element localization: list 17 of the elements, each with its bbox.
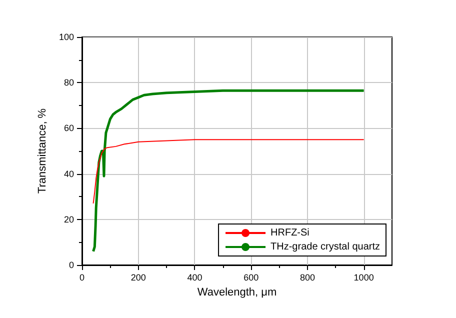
y-tick-label: 0 <box>68 260 74 270</box>
x-axis-title: Wavelength, μm <box>197 286 277 298</box>
x-tick-label: 0 <box>79 272 85 282</box>
x-tick-label: 1000 <box>354 272 374 282</box>
y-tick-label: 80 <box>64 78 74 88</box>
x-tick-label: 800 <box>300 272 315 282</box>
y-tick-label: 20 <box>64 214 74 224</box>
y-axis-title: Transmittance, % <box>36 108 49 194</box>
line-series <box>92 139 364 204</box>
x-tick-label: 200 <box>130 272 146 282</box>
y-tick-label: 60 <box>64 123 74 134</box>
legend-label: HRFZ-Si <box>270 228 310 238</box>
x-tick-label: 600 <box>244 272 259 282</box>
legend-label: THz-grade crystal quartz <box>270 242 380 252</box>
x-tick-label: 400 <box>187 272 202 282</box>
y-tick-label: 40 <box>64 168 74 179</box>
y-tick-label: 100 <box>58 32 74 42</box>
